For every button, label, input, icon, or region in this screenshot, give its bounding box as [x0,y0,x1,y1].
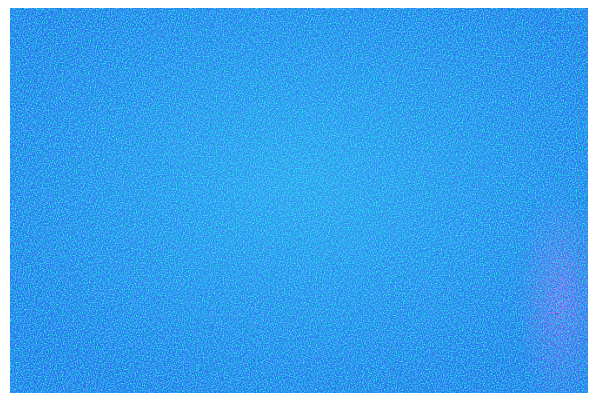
magenta-patch [500,180,588,393]
cyan-noise [10,8,588,393]
